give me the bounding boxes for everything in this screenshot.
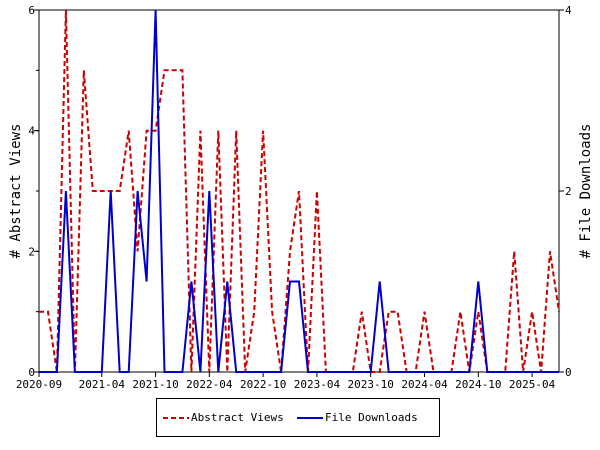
x-tick-label: 2022-04 [186, 378, 233, 391]
y-left-tick-label: 4 [28, 125, 35, 138]
x-tick-label: 2021-04 [79, 378, 126, 391]
series-line-abstract-views [39, 9, 560, 373]
x-tick-label: 2024-04 [401, 378, 448, 391]
y-left-tick-label: 2 [28, 245, 35, 258]
legend-item-file-downloads: File Downloads [297, 411, 437, 425]
x-tick-label: 2023-10 [348, 378, 394, 391]
y-left-axis-title: # Abstract Views [8, 124, 24, 259]
x-tick-label: 2023-04 [294, 378, 341, 391]
legend-swatch-abstract-views [163, 417, 189, 419]
x-tick-label: 2024-10 [455, 378, 501, 391]
x-tick-label: 2021-10 [132, 378, 178, 391]
series-group [39, 9, 560, 373]
y-right-tick-label: 2 [565, 185, 572, 198]
legend-swatch-file-downloads [297, 417, 323, 419]
legend-item-abstract-views: Abstract Views [163, 411, 293, 425]
y-right-axis-title: # File Downloads [578, 124, 594, 259]
y-right-tick-label: 4 [565, 4, 572, 17]
tick-group: 2020-09 2021-04 2021-10 2022-04 2022-10 2023-… [16, 4, 572, 391]
y-right-tick-label: 0 [565, 366, 572, 379]
x-tick-label: 2022-10 [240, 378, 286, 391]
y-left-tick-label: 0 [28, 366, 35, 379]
x-tick-label: 2025-04 [509, 378, 556, 391]
legend-label-file-downloads: File Downloads [325, 411, 418, 424]
y-left-tick-label: 6 [28, 4, 35, 17]
x-tick-label: 2020-09 [16, 378, 62, 391]
series-line-file-downloads [39, 9, 559, 373]
chart-legend: Abstract Views File Downloads [156, 398, 440, 437]
legend-label-abstract-views: Abstract Views [191, 411, 284, 424]
